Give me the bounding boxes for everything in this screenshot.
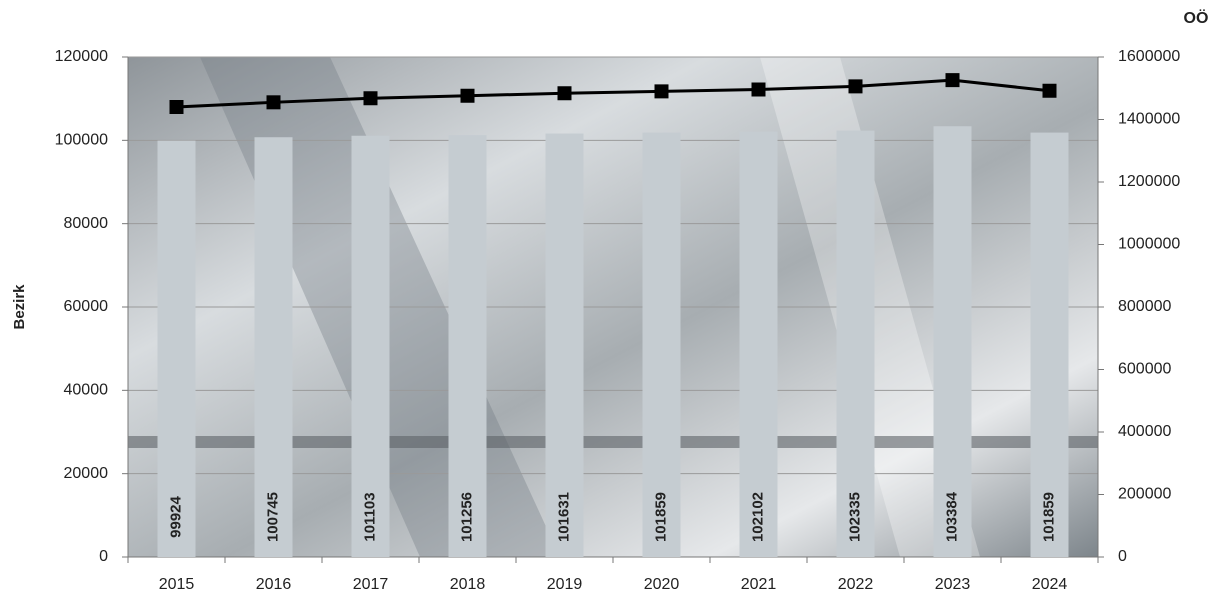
y2-axis-title: OÖ: [1184, 8, 1209, 27]
bar: [836, 130, 875, 557]
data-label: 103384: [943, 491, 960, 542]
y2-tick-label: 800000: [1118, 298, 1171, 315]
x-tick-label: 2015: [159, 576, 195, 593]
data-label: 101859: [652, 492, 669, 542]
line: [176, 78, 1050, 109]
y-tick-label: 60000: [64, 298, 109, 315]
y2-tick-label: 1000000: [1118, 236, 1180, 253]
x-tick-label: 2019: [547, 576, 583, 593]
bar: [448, 135, 487, 557]
data-label: 101103: [361, 492, 378, 541]
line-marker: [169, 100, 184, 114]
data-label: 99924: [167, 495, 184, 537]
line-marker: [945, 73, 960, 88]
line-marker: [363, 91, 378, 106]
y-tick-label: 0: [99, 548, 108, 565]
x-tick-label: 2021: [741, 576, 777, 593]
y-tick-label: 120000: [55, 48, 108, 65]
y2-tick-label: 400000: [1118, 423, 1171, 440]
line-marker: [266, 95, 281, 110]
y2-tick-label: 1400000: [1118, 111, 1180, 128]
data-label: 101631: [555, 492, 572, 542]
line-marker: [557, 86, 572, 101]
data-label: 102335: [846, 492, 863, 542]
data-label: 100745: [264, 492, 281, 542]
bar: [739, 131, 778, 557]
y2-tick-label: 1600000: [1118, 48, 1180, 65]
y-tick-label: 20000: [64, 465, 109, 482]
y2-tick-label: 0: [1118, 548, 1127, 565]
bar: [1030, 132, 1069, 557]
data-label: 102102: [749, 492, 766, 542]
bar: [254, 137, 293, 557]
x-tick-label: 2017: [353, 576, 389, 593]
line-marker: [460, 88, 475, 103]
y2-tick-label: 600000: [1118, 361, 1171, 378]
bar: [545, 133, 584, 557]
x-tick-label: 2022: [838, 576, 874, 593]
y-axis-title: Bezirk: [11, 284, 28, 330]
x-tick-label: 2024: [1032, 576, 1068, 593]
bar: [351, 135, 390, 558]
x-tick-label: 2023: [935, 576, 971, 593]
line-marker: [654, 84, 669, 99]
y2-tick-label: 1200000: [1118, 173, 1180, 190]
x-tick-label: 2016: [256, 576, 292, 593]
line-marker: [1042, 83, 1057, 98]
y-tick-label: 40000: [64, 382, 109, 399]
y2-tick-label: 200000: [1118, 486, 1171, 503]
y-tick-label: 80000: [64, 215, 109, 232]
x-tick-label: 2018: [450, 576, 486, 593]
line-marker: [848, 79, 863, 94]
data-label: 101256: [458, 492, 475, 542]
bar: [933, 126, 972, 557]
bar: [642, 132, 681, 557]
y-tick-label: 100000: [55, 132, 108, 149]
line-marker: [751, 82, 766, 97]
data-label: 101859: [1040, 492, 1057, 542]
bar: [157, 140, 196, 557]
x-tick-label: 2020: [644, 576, 680, 593]
